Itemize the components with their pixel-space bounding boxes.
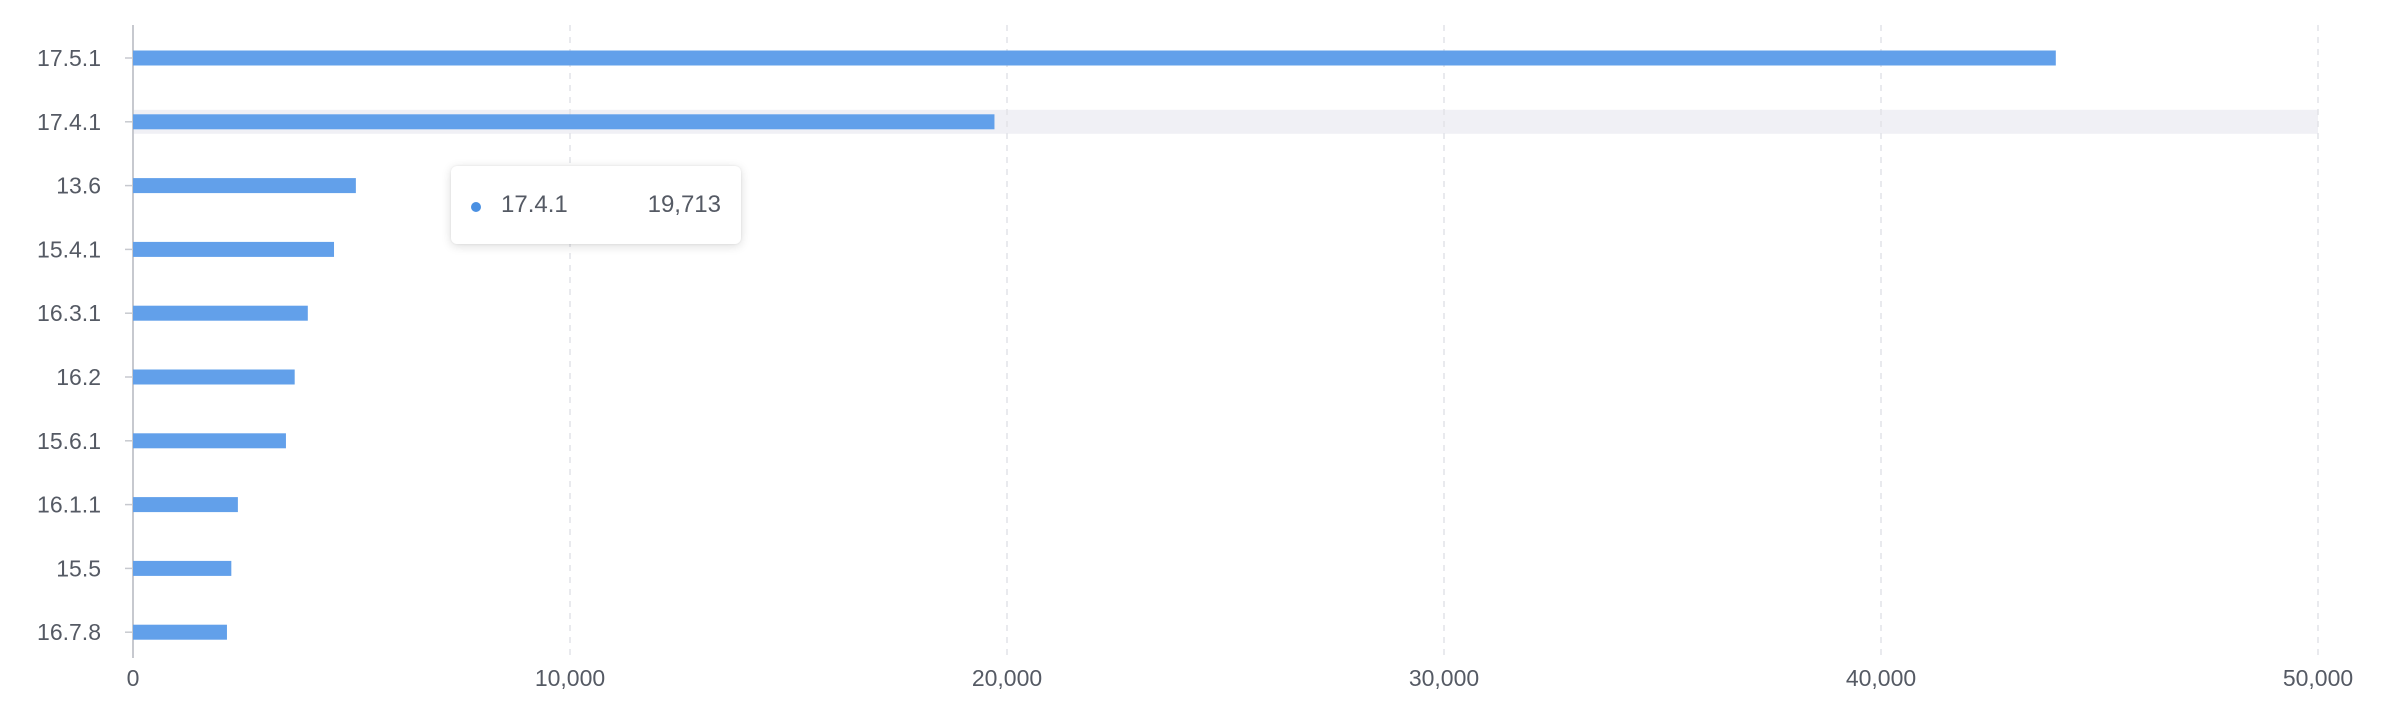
x-tick-label: 30,000 [1409,665,1479,691]
x-tick-label: 40,000 [1846,665,1916,691]
x-tick-label: 50,000 [2283,665,2353,691]
tooltip-marker-icon [471,202,481,212]
bar-17.5.1 [133,50,2056,66]
bar-16.7.8 [133,624,227,640]
y-tick-label: 16.1.1 [37,492,101,518]
tooltip-value: 19,713 [647,191,721,218]
chart-tooltip: 17.4.1 19,713 [451,166,741,244]
y-tick-label: 16.3.1 [37,300,101,326]
y-tick-label: 16.2 [56,364,101,390]
y-tick-label: 16.7.8 [37,619,101,645]
y-tick-label: 15.4.1 [37,236,101,262]
y-tick-label: 15.6.1 [37,428,101,454]
bar-17.4.1 [133,114,995,130]
bar-16.3.1 [133,305,308,321]
bar-15.4.1 [133,241,335,257]
bar-16.2 [133,369,295,385]
tooltip-label: 17.4.1 [501,191,568,218]
bar-15.6.1 [133,433,286,449]
bar-16.1.1 [133,497,238,513]
y-tick-label: 17.5.1 [37,45,101,71]
y-tick-label: 15.5 [56,555,101,581]
x-tick-label: 0 [127,665,140,691]
bar-15.5 [133,560,232,576]
y-tick-label: 13.6 [56,173,101,199]
x-tick-label: 20,000 [972,665,1042,691]
bar-13.6 [133,178,356,194]
y-tick-label: 17.4.1 [37,109,101,135]
x-tick-label: 10,000 [535,665,605,691]
